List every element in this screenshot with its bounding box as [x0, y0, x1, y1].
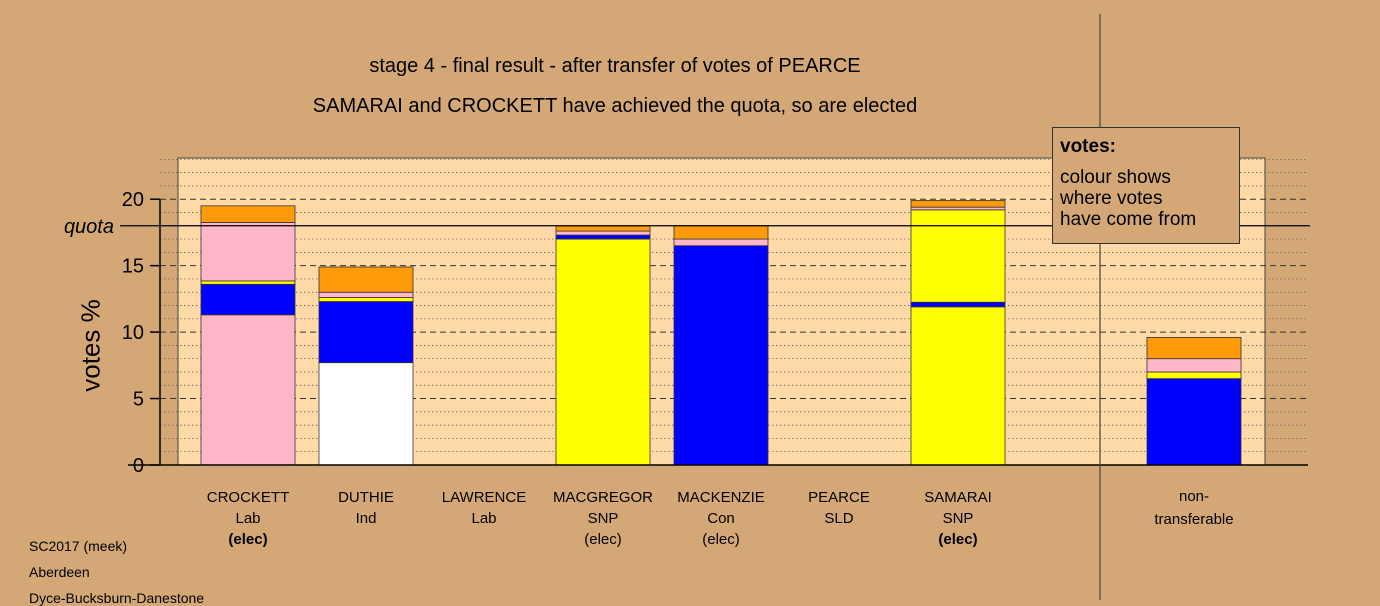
- y-tick-label: 20: [122, 189, 144, 211]
- legend-line: where votes: [1060, 188, 1163, 209]
- candidate-name: DUTHIE: [338, 489, 394, 506]
- bar-segment: [555, 234, 651, 240]
- candidate-status: (elec): [938, 531, 978, 548]
- bar-segment: [555, 238, 651, 466]
- legend-line: colour shows: [1060, 167, 1171, 188]
- candidate-name: CROCKETT: [206, 489, 290, 506]
- bar-segment: [555, 230, 651, 236]
- bar-segment: [318, 362, 414, 466]
- bar-segment: [673, 238, 769, 247]
- bar-segment: [200, 280, 296, 285]
- y-tick-label: 15: [122, 256, 144, 278]
- category-label: DUTHIE Ind: [306, 487, 426, 529]
- footer-ward: Dyce-Bucksburn-Danestone: [29, 590, 205, 606]
- bar-segment: [318, 301, 414, 364]
- category-label: non-transferable: [1134, 486, 1254, 530]
- bar-segment: [673, 245, 769, 466]
- legend-line: have come from: [1060, 209, 1197, 230]
- bar-segment: [910, 200, 1006, 208]
- candidate-status: (elec): [702, 531, 740, 548]
- candidate-status: (elec): [584, 531, 622, 548]
- bar-segment: [318, 266, 414, 293]
- bar-segment: [910, 306, 1006, 466]
- footer-method: SC2017 (meek): [29, 538, 128, 554]
- category-label: PEARCE SLD: [779, 487, 899, 529]
- y-tick-label: 5: [133, 389, 144, 411]
- quota-label: quota: [64, 216, 114, 238]
- candidate-name: SAMARAI: [924, 489, 992, 506]
- bar-segment: [555, 225, 651, 232]
- bar-segment: [1146, 378, 1242, 466]
- bar-segment: [1146, 337, 1242, 360]
- bar-segment: [910, 209, 1006, 303]
- bar-segment: [200, 314, 296, 466]
- candidate-party: SNP: [942, 510, 974, 527]
- candidate-party: transferable: [1154, 511, 1234, 528]
- candidate-name: non-: [1178, 488, 1210, 505]
- candidate-name: PEARCE: [808, 489, 870, 506]
- category-label: LAWRENCE Lab: [424, 487, 544, 529]
- bar-segment: [1146, 358, 1242, 373]
- candidate-party: Con: [707, 510, 735, 527]
- legend-title: votes:: [1060, 136, 1116, 157]
- bar-segment: [200, 222, 296, 282]
- category-label: CROCKETT Lab (elec): [188, 487, 308, 550]
- bar-segment: [318, 291, 414, 298]
- candidate-party: SNP: [587, 510, 619, 527]
- candidate-party: SLD: [824, 510, 854, 527]
- candidate-party: Ind: [355, 510, 377, 527]
- y-tick-label: 0: [133, 455, 144, 477]
- candidate-name: MACGREGOR: [552, 489, 653, 506]
- candidate-status: (elec): [228, 531, 268, 548]
- candidate-name: LAWRENCE: [441, 489, 527, 506]
- candidate-name: MACKENZIE: [677, 489, 765, 506]
- chart-subtitle: SAMARAI and CROCKETT have achieved the q…: [312, 95, 918, 117]
- legend-box: votes: colour shows where votes have com…: [1052, 127, 1240, 244]
- candidate-party: Lab: [235, 510, 261, 527]
- y-axis-label: votes %: [75, 299, 106, 392]
- bar-segment: [910, 301, 1006, 308]
- category-label: MACGREGOR SNP (elec): [543, 487, 663, 550]
- category-label: SAMARAI SNP (elec): [898, 487, 1018, 550]
- candidate-party: Lab: [471, 510, 497, 527]
- chart-title: stage 4 - final result - after transfer …: [369, 55, 861, 77]
- bar-segment: [673, 225, 769, 240]
- category-label: MACKENZIE Con (elec): [661, 487, 781, 550]
- y-tick-label: 10: [122, 322, 144, 344]
- footer-council: Aberdeen: [29, 564, 90, 580]
- bar-segment: [200, 283, 296, 316]
- bar-segment: [1146, 371, 1242, 380]
- bar-segment: [200, 205, 296, 223]
- bar-segment: [318, 297, 414, 302]
